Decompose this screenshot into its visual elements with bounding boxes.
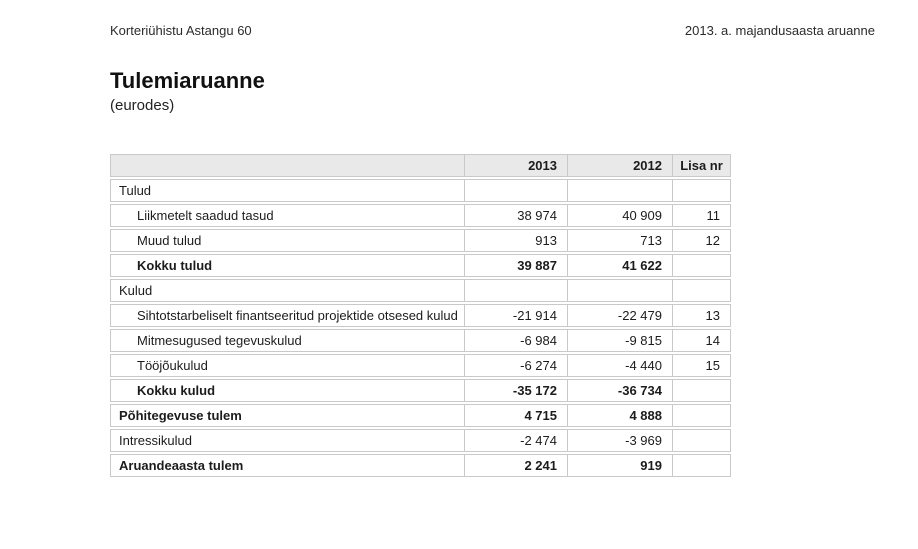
- column-header-2012: 2012: [568, 154, 673, 177]
- row-label: Intressikulud: [110, 429, 465, 452]
- report-page: Korteriühistu Astangu 60 2013. a. majand…: [110, 0, 875, 549]
- lisa-nr: [673, 379, 731, 402]
- table-row: Põhitegevuse tulem 4 715 4 888: [110, 404, 731, 427]
- value-2012: [568, 279, 673, 302]
- table-row: Tulud: [110, 179, 731, 202]
- table-row: Intressikulud -2 474 -3 969: [110, 429, 731, 452]
- value-2013: -6 984: [465, 329, 568, 352]
- value-2012: -22 479: [568, 304, 673, 327]
- income-statement-table: 2013 2012 Lisa nr Tulud Liikmetelt saadud…: [110, 152, 731, 479]
- header-report-name: 2013. a. majandusaasta aruanne: [684, 23, 875, 38]
- value-2012: -3 969: [568, 429, 673, 452]
- value-2012: 919: [568, 454, 673, 477]
- value-2013: [465, 179, 568, 202]
- value-2012: 40 909: [568, 204, 673, 227]
- table-row: Liikmetelt saadud tasud 38 974 40 909 11: [110, 204, 731, 227]
- column-header-2013: 2013: [465, 154, 568, 177]
- table-body: Tulud Liikmetelt saadud tasud 38 974 40 909…: [110, 179, 731, 477]
- lisa-nr: 11: [673, 204, 731, 227]
- row-label: Aruandeaasta tulem: [110, 454, 465, 477]
- row-label: Tööjõukulud: [110, 354, 465, 377]
- row-label: Mitmesugused tegevuskulud: [110, 329, 465, 352]
- column-header-lisa-nr: Lisa nr: [673, 154, 731, 177]
- value-2012: -4 440: [568, 354, 673, 377]
- row-label: Sihtotstarbeliselt finantseeritud projek…: [110, 304, 465, 327]
- table-row: Kokku kulud -35 172 -36 734: [110, 379, 731, 402]
- lisa-nr: 13: [673, 304, 731, 327]
- value-2013: 39 887: [465, 254, 568, 277]
- value-2013: -2 474: [465, 429, 568, 452]
- table-row: Tööjõukulud -6 274 -4 440 15: [110, 354, 731, 377]
- column-header-empty: [110, 154, 465, 177]
- value-2012: -9 815: [568, 329, 673, 352]
- table-row: Kokku tulud 39 887 41 622: [110, 254, 731, 277]
- value-2013: -21 914: [465, 304, 568, 327]
- row-label: Kokku kulud: [110, 379, 465, 402]
- value-2013: 913: [465, 229, 568, 252]
- value-2012: 713: [568, 229, 673, 252]
- page-subtitle: (eurodes): [110, 97, 175, 114]
- value-2013: [465, 279, 568, 302]
- value-2013: -6 274: [465, 354, 568, 377]
- value-2013: -35 172: [465, 379, 568, 402]
- lisa-nr: [673, 254, 731, 277]
- row-label: Muud tulud: [110, 229, 465, 252]
- value-2012: 41 622: [568, 254, 673, 277]
- lisa-nr: 14: [673, 329, 731, 352]
- lisa-nr: [673, 404, 731, 427]
- table-row: Aruandeaasta tulem 2 241 919: [110, 454, 731, 477]
- lisa-nr: [673, 454, 731, 477]
- row-label: Põhitegevuse tulem: [110, 404, 465, 427]
- value-2012: 4 888: [568, 404, 673, 427]
- row-label: Tulud: [110, 179, 465, 202]
- value-2012: -36 734: [568, 379, 673, 402]
- table-row: Kulud: [110, 279, 731, 302]
- page-title: Tulemiaruanne: [110, 68, 265, 93]
- value-2013: 4 715: [465, 404, 568, 427]
- row-label: Kulud: [110, 279, 465, 302]
- lisa-nr: 12: [673, 229, 731, 252]
- value-2013: 38 974: [465, 204, 568, 227]
- table-header-row: 2013 2012 Lisa nr: [110, 154, 731, 177]
- table-row: Mitmesugused tegevuskulud -6 984 -9 815 14: [110, 329, 731, 352]
- value-2012: [568, 179, 673, 202]
- table-row: Muud tulud 913 713 12: [110, 229, 731, 252]
- page-header: Korteriühistu Astangu 60 2013. a. majand…: [110, 23, 875, 38]
- lisa-nr: [673, 279, 731, 302]
- lisa-nr: [673, 179, 731, 202]
- header-org-name: Korteriühistu Astangu 60: [110, 23, 252, 38]
- lisa-nr: 15: [673, 354, 731, 377]
- table-row: Sihtotstarbeliselt finantseeritud projek…: [110, 304, 731, 327]
- row-label: Liikmetelt saadud tasud: [110, 204, 465, 227]
- lisa-nr: [673, 429, 731, 452]
- row-label: Kokku tulud: [110, 254, 465, 277]
- value-2013: 2 241: [465, 454, 568, 477]
